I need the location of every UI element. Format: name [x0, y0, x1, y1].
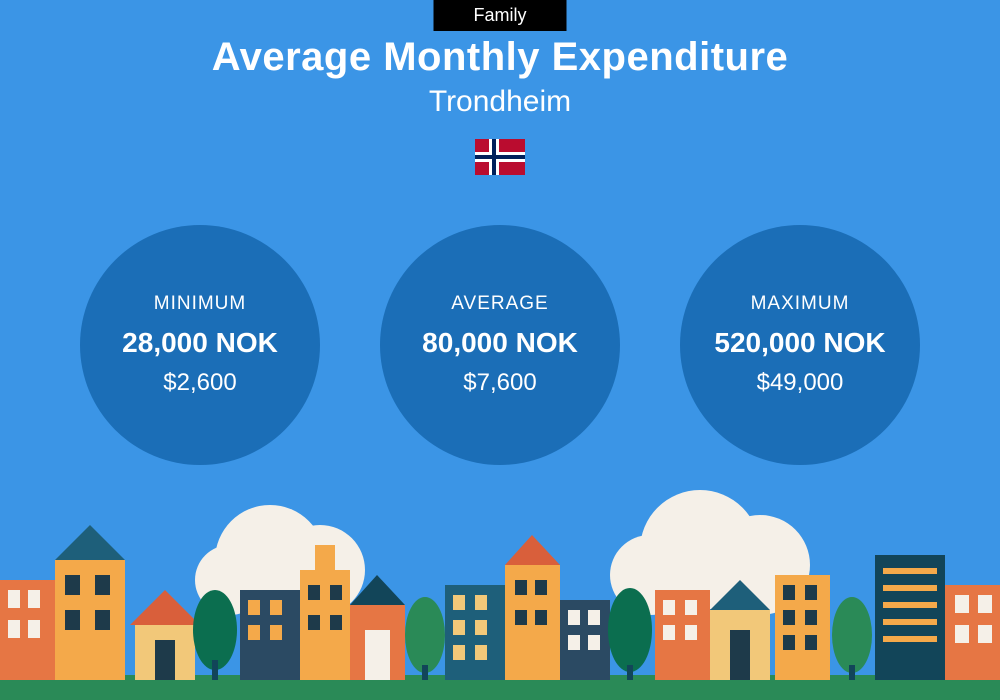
stat-minimum: MINIMUM 28,000 NOK $2,600 [80, 225, 320, 465]
stat-label: MINIMUM [154, 293, 246, 315]
city-name: Trondheim [0, 85, 1000, 119]
stats-row: MINIMUM 28,000 NOK $2,600 AVERAGE 80,000… [0, 225, 1000, 465]
stat-sub-value: $49,000 [757, 369, 844, 397]
stat-main-value: 520,000 NOK [714, 327, 885, 359]
stat-label: MAXIMUM [751, 293, 850, 315]
stat-main-value: 28,000 NOK [122, 327, 278, 359]
category-tag: Family [434, 0, 567, 31]
stat-sub-value: $2,600 [163, 369, 236, 397]
stat-label: AVERAGE [451, 293, 548, 315]
stat-average: AVERAGE 80,000 NOK $7,600 [380, 225, 620, 465]
page-title: Average Monthly Expenditure [0, 35, 1000, 80]
stat-sub-value: $7,600 [463, 369, 536, 397]
stat-maximum: MAXIMUM 520,000 NOK $49,000 [680, 225, 920, 465]
cityscape-illustration [0, 490, 1000, 700]
norway-flag-icon [475, 139, 525, 175]
stat-main-value: 80,000 NOK [422, 327, 578, 359]
